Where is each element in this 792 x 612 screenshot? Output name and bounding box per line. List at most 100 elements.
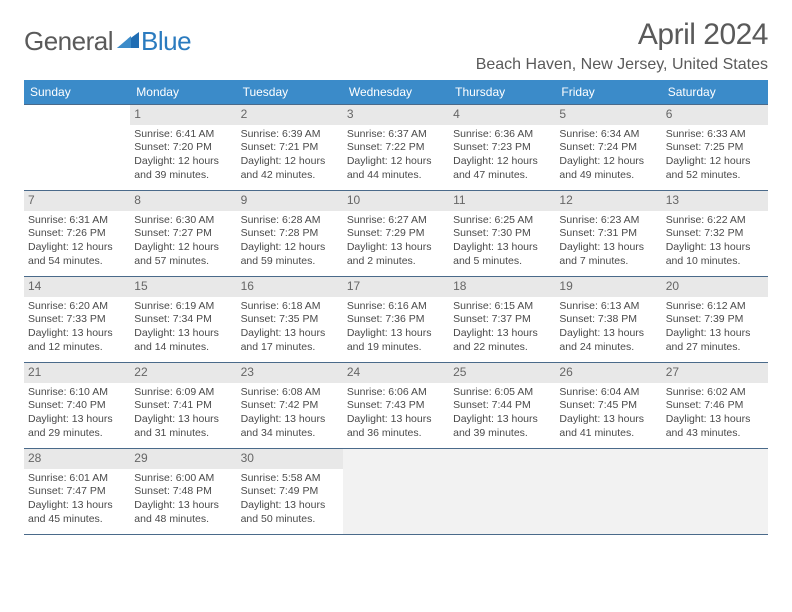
cell-content: Sunrise: 6:37 AMSunset: 7:22 PMDaylight:… bbox=[347, 128, 445, 183]
calendar-cell: 6Sunrise: 6:33 AMSunset: 7:25 PMDaylight… bbox=[662, 105, 768, 191]
daylight-line: Daylight: 13 hours and 31 minutes. bbox=[134, 413, 232, 440]
day-number: 12 bbox=[555, 191, 661, 211]
daylight-line: Daylight: 13 hours and 43 minutes. bbox=[666, 413, 764, 440]
sunrise-line: Sunrise: 6:31 AM bbox=[28, 214, 126, 228]
calendar-cell: 9 Sunrise: 6:28 AMSunset: 7:28 PMDaylight… bbox=[237, 191, 343, 277]
calendar-cell bbox=[555, 449, 661, 535]
cell-content: Sunrise: 6:33 AMSunset: 7:25 PMDaylight:… bbox=[666, 128, 764, 183]
daylight-line: Daylight: 13 hours and 36 minutes. bbox=[347, 413, 445, 440]
cell-content: Sunrise: 6:08 AMSunset: 7:42 PMDaylight:… bbox=[241, 386, 339, 441]
sunrise-line: Sunrise: 6:36 AM bbox=[453, 128, 551, 142]
daylight-line: Daylight: 13 hours and 17 minutes. bbox=[241, 327, 339, 354]
sunrise-line: Sunrise: 6:20 AM bbox=[28, 300, 126, 314]
day-number: 3 bbox=[343, 105, 449, 125]
sunrise-line: Sunrise: 6:05 AM bbox=[453, 386, 551, 400]
daylight-line: Daylight: 13 hours and 14 minutes. bbox=[134, 327, 232, 354]
page-title: April 2024 bbox=[476, 18, 768, 52]
day-number: 7 bbox=[24, 191, 130, 211]
sunrise-line: Sunrise: 6:12 AM bbox=[666, 300, 764, 314]
cell-content: Sunrise: 6:06 AMSunset: 7:43 PMDaylight:… bbox=[347, 386, 445, 441]
daylight-line: Daylight: 13 hours and 29 minutes. bbox=[28, 413, 126, 440]
sunset-line: Sunset: 7:20 PM bbox=[134, 141, 232, 155]
day-number: 9 bbox=[237, 191, 343, 211]
daylight-line: Daylight: 12 hours and 47 minutes. bbox=[453, 155, 551, 182]
sunset-line: Sunset: 7:29 PM bbox=[347, 227, 445, 241]
calendar-cell: 22Sunrise: 6:09 AMSunset: 7:41 PMDayligh… bbox=[130, 363, 236, 449]
calendar-cell: 12 Sunrise: 6:23 AMSunset: 7:31 PMDayligh… bbox=[555, 191, 661, 277]
cell-content: Sunrise: 6:28 AMSunset: 7:28 PMDaylight:… bbox=[241, 214, 339, 269]
cell-content: Sunrise: 6:10 AMSunset: 7:40 PMDaylight:… bbox=[28, 386, 126, 441]
sunrise-line: Sunrise: 6:16 AM bbox=[347, 300, 445, 314]
day-number: 1 bbox=[130, 105, 236, 125]
sunset-line: Sunset: 7:49 PM bbox=[241, 485, 339, 499]
cell-content: Sunrise: 6:23 AMSunset: 7:31 PMDaylight:… bbox=[559, 214, 657, 269]
calendar-cell: 25Sunrise: 6:05 AMSunset: 7:44 PMDayligh… bbox=[449, 363, 555, 449]
header: General Blue April 2024 Beach Haven, New… bbox=[24, 18, 768, 74]
day-number: 16 bbox=[237, 277, 343, 297]
calendar-cell: 11 Sunrise: 6:25 AMSunset: 7:30 PMDayligh… bbox=[449, 191, 555, 277]
cell-content: Sunrise: 6:02 AMSunset: 7:46 PMDaylight:… bbox=[666, 386, 764, 441]
day-number: 21 bbox=[24, 363, 130, 383]
sunrise-line: Sunrise: 5:58 AM bbox=[241, 472, 339, 486]
day-number: 24 bbox=[343, 363, 449, 383]
sunrise-line: Sunrise: 6:23 AM bbox=[559, 214, 657, 228]
day-number: 28 bbox=[24, 449, 130, 469]
daylight-line: Daylight: 13 hours and 27 minutes. bbox=[666, 327, 764, 354]
calendar-cell bbox=[24, 105, 130, 191]
day-number: 4 bbox=[449, 105, 555, 125]
calendar-cell: 17Sunrise: 6:16 AMSunset: 7:36 PMDayligh… bbox=[343, 277, 449, 363]
day-number: 14 bbox=[24, 277, 130, 297]
day-number: 13 bbox=[662, 191, 768, 211]
day-number: 23 bbox=[237, 363, 343, 383]
daylight-line: Daylight: 13 hours and 19 minutes. bbox=[347, 327, 445, 354]
calendar-cell: 16 Sunrise: 6:18 AMSunset: 7:35 PMDayligh… bbox=[237, 277, 343, 363]
cell-content: Sunrise: 6:27 AMSunset: 7:29 PMDaylight:… bbox=[347, 214, 445, 269]
calendar-cell: 19Sunrise: 6:13 AMSunset: 7:38 PMDayligh… bbox=[555, 277, 661, 363]
day-number: 27 bbox=[662, 363, 768, 383]
sunrise-line: Sunrise: 6:01 AM bbox=[28, 472, 126, 486]
sunset-line: Sunset: 7:34 PM bbox=[134, 313, 232, 327]
logo-triangle-icon bbox=[117, 30, 139, 53]
logo-text-general: General bbox=[24, 26, 113, 57]
location-text: Beach Haven, New Jersey, United States bbox=[476, 56, 768, 74]
sunset-line: Sunset: 7:44 PM bbox=[453, 399, 551, 413]
sunset-line: Sunset: 7:39 PM bbox=[666, 313, 764, 327]
sunset-line: Sunset: 7:41 PM bbox=[134, 399, 232, 413]
daylight-line: Daylight: 12 hours and 54 minutes. bbox=[28, 241, 126, 268]
sunset-line: Sunset: 7:40 PM bbox=[28, 399, 126, 413]
daylight-line: Daylight: 13 hours and 7 minutes. bbox=[559, 241, 657, 268]
cell-content: Sunrise: 6:20 AMSunset: 7:33 PMDaylight:… bbox=[28, 300, 126, 355]
calendar-cell: 3 Sunrise: 6:37 AMSunset: 7:22 PMDaylight… bbox=[343, 105, 449, 191]
sunset-line: Sunset: 7:28 PM bbox=[241, 227, 339, 241]
sunrise-line: Sunrise: 6:22 AM bbox=[666, 214, 764, 228]
sunrise-line: Sunrise: 6:28 AM bbox=[241, 214, 339, 228]
cell-content: Sunrise: 6:22 AMSunset: 7:32 PMDaylight:… bbox=[666, 214, 764, 269]
weekday-header: Thursday bbox=[449, 80, 555, 105]
sunset-line: Sunset: 7:31 PM bbox=[559, 227, 657, 241]
day-number: 29 bbox=[130, 449, 236, 469]
daylight-line: Daylight: 12 hours and 57 minutes. bbox=[134, 241, 232, 268]
title-block: April 2024 Beach Haven, New Jersey, Unit… bbox=[476, 18, 768, 74]
calendar-cell: 23 Sunrise: 6:08 AMSunset: 7:42 PMDayligh… bbox=[237, 363, 343, 449]
calendar-cell: 29Sunrise: 6:00 AMSunset: 7:48 PMDayligh… bbox=[130, 449, 236, 535]
weekday-header: Monday bbox=[130, 80, 236, 105]
daylight-line: Daylight: 13 hours and 48 minutes. bbox=[134, 499, 232, 526]
calendar-cell: 21 Sunrise: 6:10 AMSunset: 7:40 PMDayligh… bbox=[24, 363, 130, 449]
day-number: 20 bbox=[662, 277, 768, 297]
sunset-line: Sunset: 7:26 PM bbox=[28, 227, 126, 241]
sunrise-line: Sunrise: 6:04 AM bbox=[559, 386, 657, 400]
calendar-cell: 5Sunrise: 6:34 AMSunset: 7:24 PMDaylight… bbox=[555, 105, 661, 191]
cell-content: Sunrise: 6:18 AMSunset: 7:35 PMDaylight:… bbox=[241, 300, 339, 355]
day-number: 19 bbox=[555, 277, 661, 297]
cell-content: Sunrise: 6:25 AMSunset: 7:30 PMDaylight:… bbox=[453, 214, 551, 269]
sunset-line: Sunset: 7:37 PM bbox=[453, 313, 551, 327]
day-number: 8 bbox=[130, 191, 236, 211]
weekday-header: Sunday bbox=[24, 80, 130, 105]
cell-content: Sunrise: 6:36 AMSunset: 7:23 PMDaylight:… bbox=[453, 128, 551, 183]
day-number: 11 bbox=[449, 191, 555, 211]
sunrise-line: Sunrise: 6:09 AM bbox=[134, 386, 232, 400]
sunrise-line: Sunrise: 6:15 AM bbox=[453, 300, 551, 314]
day-number: 26 bbox=[555, 363, 661, 383]
calendar-cell: 15Sunrise: 6:19 AMSunset: 7:34 PMDayligh… bbox=[130, 277, 236, 363]
sunset-line: Sunset: 7:32 PM bbox=[666, 227, 764, 241]
